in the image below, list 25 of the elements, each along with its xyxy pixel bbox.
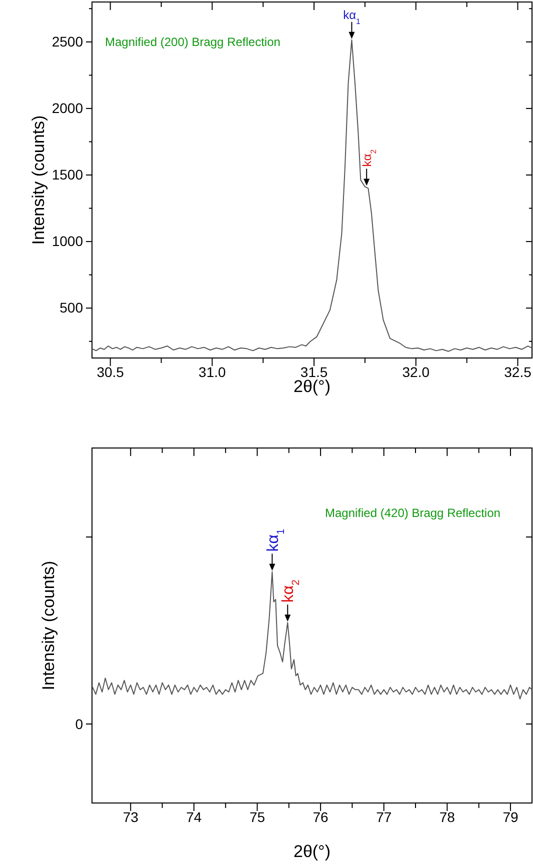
x-axis-title: 2θ(°) — [293, 842, 331, 861]
annotation: Magnified (200) Bragg Reflection — [105, 35, 280, 49]
y-tick-label: 2000 — [52, 100, 84, 116]
x-tick-label: 74 — [186, 808, 202, 825]
x-tick-label: 30.5 — [96, 364, 124, 380]
y-tick-label: 1000 — [52, 233, 84, 250]
x-axis-title: 2θ(°) — [293, 377, 331, 396]
x-tick-label: 79 — [502, 808, 518, 825]
y-tick-label: 1500 — [52, 166, 84, 182]
y-tick-label: 500 — [60, 300, 84, 316]
text: Magnified (420) Bragg Reflection — [325, 506, 500, 520]
text: 32.0 — [402, 364, 430, 380]
text: 31.0 — [198, 364, 226, 380]
x-tick-label: 32.5 — [504, 364, 532, 380]
x-tick-label: 73 — [122, 808, 139, 825]
text: 0 — [75, 716, 84, 732]
y-axis-title: Intensity (counts) — [29, 115, 48, 245]
x-tick-label: 31.5 — [300, 364, 328, 380]
y-tick-label: 2500 — [52, 33, 84, 50]
x-tick-label: 77 — [376, 808, 392, 825]
annotation: kα$_{1}$ — [343, 8, 360, 26]
y-axis-title: Intensity (counts) — [39, 560, 58, 690]
x-tick-label: 76 — [312, 808, 329, 825]
x-tick-label: 78 — [439, 808, 456, 825]
x-tick-label: 75 — [249, 808, 266, 825]
